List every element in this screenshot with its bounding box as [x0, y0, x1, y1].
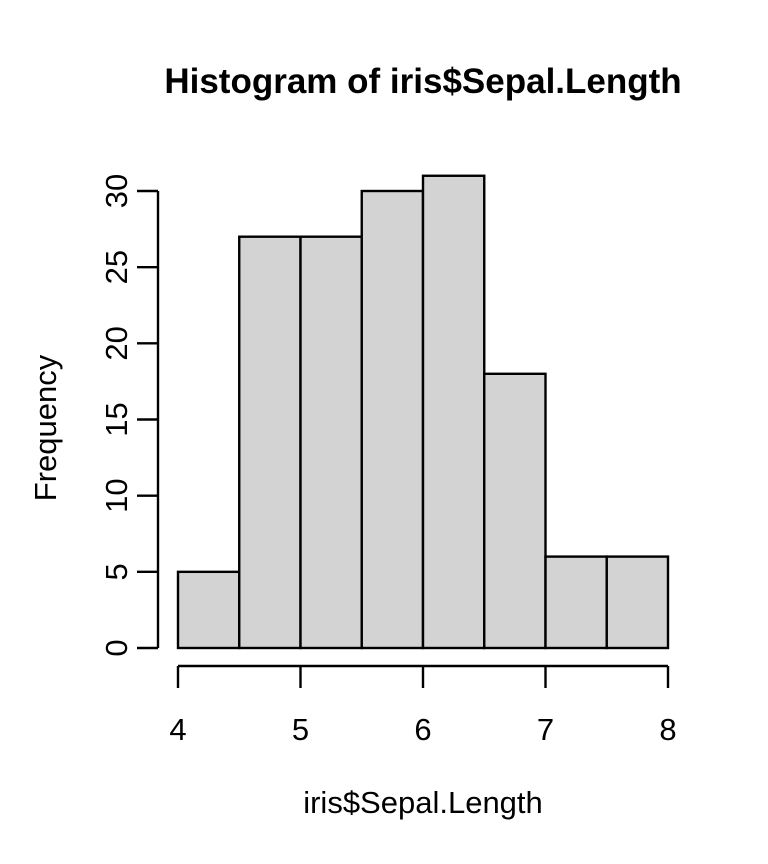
y-tick-label: 10 — [99, 478, 134, 512]
x-tick-label: 4 — [169, 712, 186, 747]
histogram-bar — [360, 189, 425, 650]
histogram-bar — [299, 235, 363, 650]
x-tick-label: 6 — [414, 712, 431, 747]
y-tick-label: 15 — [99, 402, 134, 436]
histogram-bar — [544, 555, 608, 650]
histogram-bar — [238, 235, 302, 650]
y-axis-label: Frequency — [28, 354, 63, 501]
y-tick-label: 25 — [99, 250, 134, 284]
histogram-bar — [421, 174, 486, 650]
chart-title: Histogram of iris$Sepal.Length — [164, 62, 681, 101]
y-tick-label: 0 — [99, 639, 134, 656]
axes-layer: 0 5 10 15 20 25 30 4 5 6 7 8 — [99, 174, 677, 747]
y-tick-label: 5 — [99, 563, 134, 580]
y-tick-label: 20 — [99, 326, 134, 360]
y-tick-label: 30 — [99, 174, 134, 208]
x-tick-label: 7 — [537, 712, 554, 747]
bars-layer — [176, 174, 670, 650]
x-tick-label: 8 — [659, 712, 676, 747]
histogram-bar — [483, 372, 547, 650]
x-tick-label: 5 — [292, 712, 309, 747]
histogram-bar — [176, 570, 241, 650]
x-axis-label: iris$Sepal.Length — [303, 785, 543, 820]
histogram-bar — [605, 555, 670, 650]
